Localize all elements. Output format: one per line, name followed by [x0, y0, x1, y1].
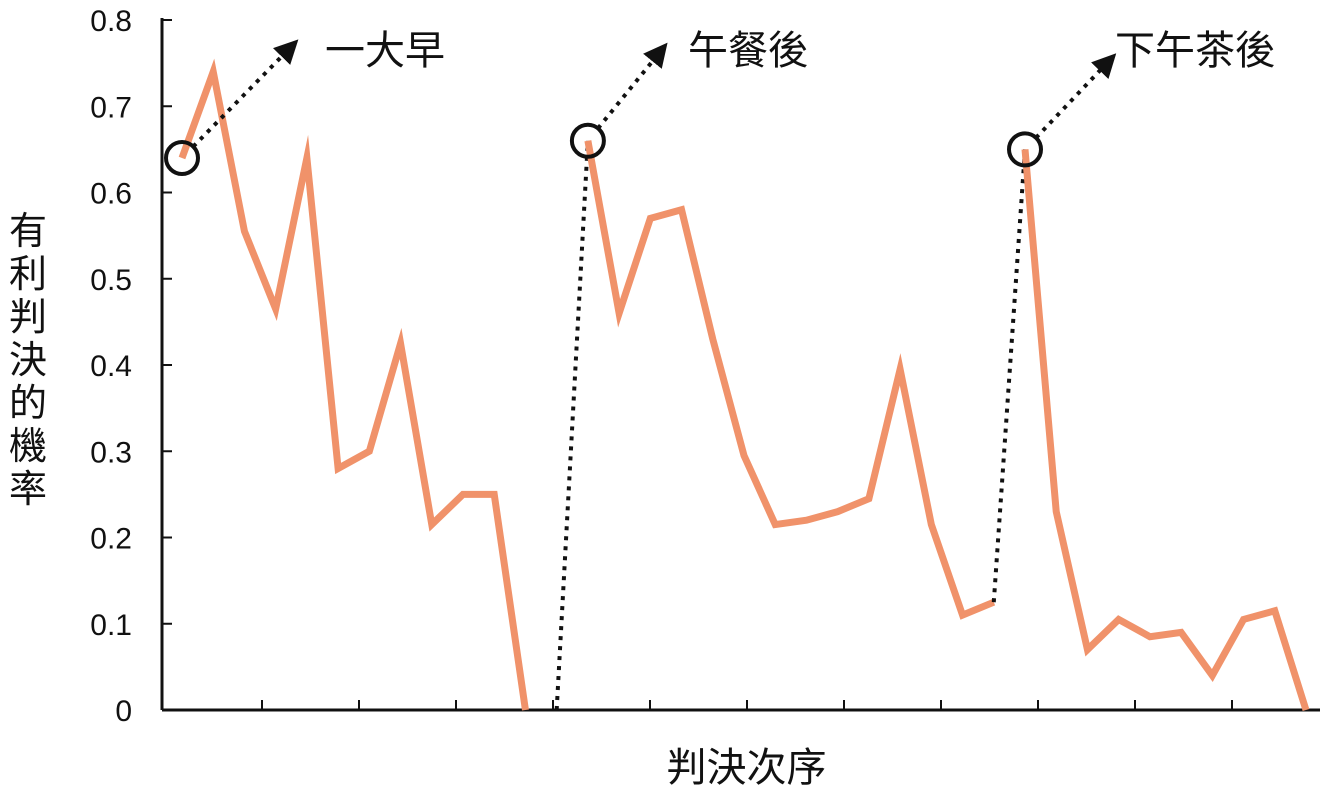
y-tick-label: 0.6 — [90, 178, 132, 211]
series-line-2 — [584, 140, 996, 620]
annotation-arrow — [191, 39, 299, 148]
annotation-after-tea: 下午茶後 — [1115, 28, 1275, 74]
annotation-early-morning: 一大早 — [325, 28, 445, 74]
session-start-circle — [164, 140, 200, 176]
session-start-circle — [569, 122, 606, 159]
y-tick-label: 0.2 — [90, 523, 132, 556]
session-start-circle — [1007, 131, 1043, 168]
y-axis-label-char: 率 — [8, 467, 47, 511]
y-tick-label: 0.4 — [90, 350, 132, 383]
y-axis-label: 有利判決的機率 — [6, 210, 50, 511]
y-axis-label-char: 判 — [8, 295, 47, 339]
axes — [160, 18, 1320, 712]
series-line-1 — [178, 58, 529, 711]
y-tick-label: 0 — [115, 695, 132, 728]
y-tick-label: 0.5 — [90, 264, 132, 297]
y-tick-label: 0.3 — [90, 436, 132, 469]
y-axis-label-char: 決 — [8, 338, 47, 382]
y-axis-label-char: 有 — [8, 209, 47, 253]
y-ticks: 0 0.1 0.2 0.3 0.4 0.5 0.6 0.7 0.8 — [90, 5, 172, 728]
y-tick-label: 0.7 — [90, 91, 132, 124]
session-break-line — [991, 149, 1027, 603]
y-axis-label-char: 機 — [8, 424, 47, 468]
y-axis-label-char: 的 — [8, 381, 47, 425]
annotation-arrow — [596, 42, 668, 130]
y-tick-label: 0.1 — [90, 609, 132, 642]
y-tick-label: 0.8 — [90, 5, 132, 38]
annotation-markers — [164, 39, 1117, 176]
annotation-arrow — [1034, 53, 1117, 140]
annotation-after-lunch: 午餐後 — [688, 28, 808, 74]
series-line-3 — [1021, 149, 1310, 712]
x-axis-label: 判決次序 — [666, 745, 827, 791]
series-lines — [178, 58, 1310, 712]
session-break-line — [554, 140, 590, 711]
y-axis-label-char: 利 — [8, 252, 47, 296]
